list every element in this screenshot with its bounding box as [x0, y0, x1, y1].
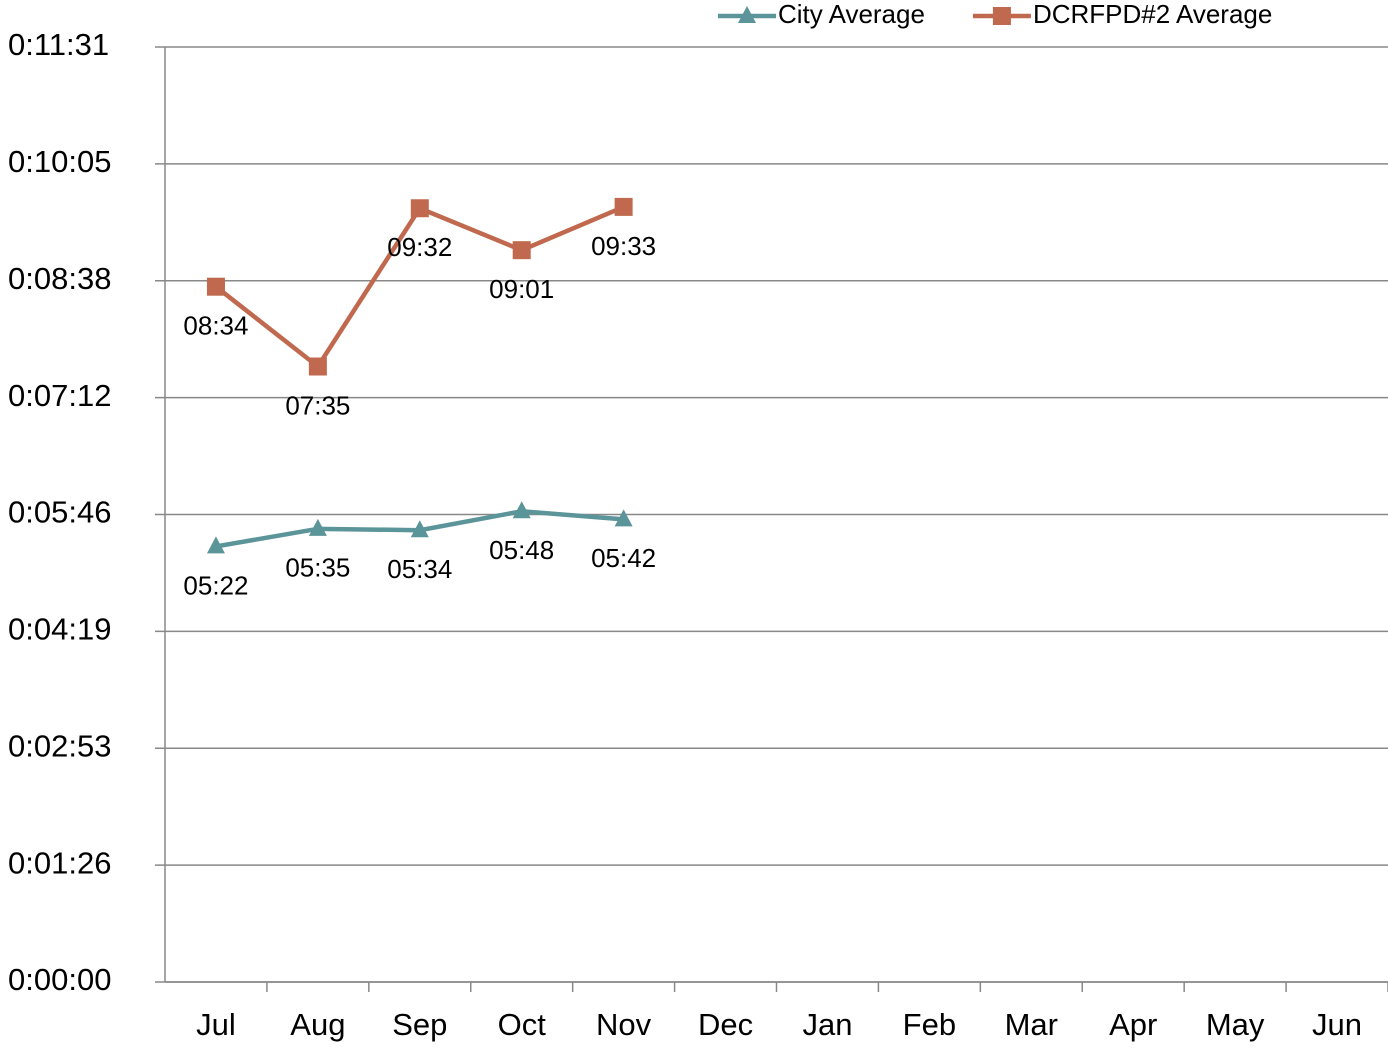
- data-label: 05:22: [183, 570, 248, 600]
- x-tick-label: Sep: [392, 1007, 447, 1042]
- data-point: [410, 199, 429, 218]
- data-label: 09:01: [489, 274, 554, 304]
- legend-marker: [738, 6, 756, 23]
- data-label: 05:42: [591, 543, 656, 573]
- data-point: [308, 518, 327, 536]
- data-label: 05:48: [489, 535, 554, 565]
- data-label: 09:32: [387, 232, 452, 262]
- data-label: 09:33: [591, 231, 656, 261]
- data-point: [206, 277, 225, 296]
- y-tick-label: 0:10:05: [8, 144, 111, 179]
- x-tick-label: Dec: [698, 1007, 753, 1042]
- legend-label: DCRFPD#2 Average: [1033, 0, 1272, 29]
- legend-marker: [992, 7, 1011, 25]
- data-label: 05:34: [387, 554, 452, 584]
- x-tick-label: Jun: [1312, 1007, 1362, 1042]
- x-tick-label: Jan: [802, 1007, 852, 1042]
- y-tick-label: 0:07:12: [8, 378, 111, 413]
- data-point: [614, 509, 633, 527]
- y-tick-label: 0:02:53: [8, 728, 111, 763]
- data-point: [410, 520, 429, 538]
- data-label: 05:35: [285, 553, 350, 583]
- y-tick-label: 0:04:19: [8, 612, 111, 647]
- data-label: 07:35: [285, 390, 350, 420]
- x-tick-label: Jul: [196, 1007, 236, 1042]
- x-tick-label: Apr: [1109, 1007, 1157, 1042]
- data-point: [614, 197, 633, 216]
- y-tick-label: 0:11:31: [8, 27, 109, 62]
- x-tick-label: Nov: [596, 1007, 652, 1042]
- y-tick-label: 0:08:38: [8, 261, 111, 296]
- y-tick-label: 0:00:00: [8, 962, 111, 997]
- data-point: [512, 501, 531, 519]
- data-point: [512, 241, 531, 260]
- data-point: [308, 357, 327, 376]
- data-point: [206, 536, 225, 554]
- x-tick-label: Feb: [903, 1007, 956, 1042]
- data-label: 08:34: [183, 311, 248, 341]
- x-tick-label: May: [1206, 1007, 1265, 1042]
- x-tick-label: Mar: [1005, 1007, 1058, 1042]
- y-tick-label: 0:01:26: [8, 845, 111, 880]
- x-tick-label: Aug: [290, 1007, 345, 1042]
- series-line: [214, 204, 625, 370]
- x-tick-label: Oct: [498, 1007, 547, 1042]
- y-tick-label: 0:05:46: [8, 495, 111, 530]
- legend-label: City Average: [778, 0, 925, 29]
